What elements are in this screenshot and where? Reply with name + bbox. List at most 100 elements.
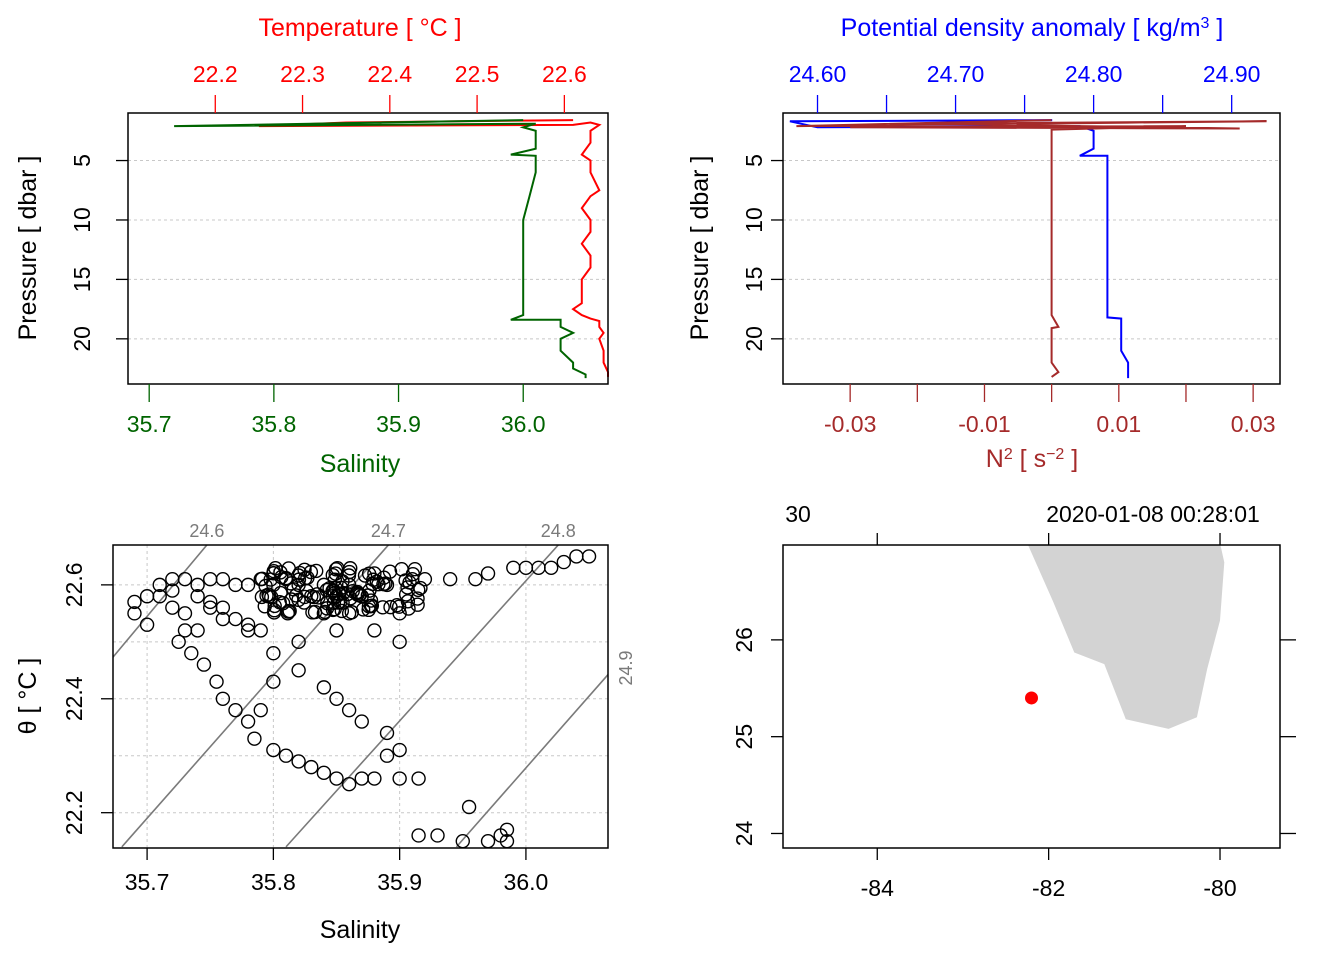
ts-x-tick-label-3: 36.0 [504, 869, 549, 895]
ts-point-83 [203, 600, 218, 615]
ts-dense-point-116 [328, 580, 343, 596]
ts-point-40 [392, 634, 407, 650]
ts-point-79 [291, 663, 306, 678]
pressure-axis-title-2: Pressure [ dbar ] [686, 156, 714, 341]
ts-dense-point-114 [307, 604, 323, 620]
isopycnal-line-3 [455, 673, 608, 848]
isopycnal-label-3: 24.9 [616, 650, 636, 685]
profile-ts-series-temperature [258, 119, 609, 377]
ts-dense-point-76 [284, 592, 299, 607]
density-axis-title-main: Potential density anomaly [ kg/m [841, 14, 1201, 42]
station-map-panel: -84 -82 -80 24 25 26 30 2020-01-08 00:28:01 [731, 501, 1296, 901]
profile-density-lines [789, 119, 1267, 379]
ts-point-94 [499, 822, 515, 837]
ts-point-70 [392, 771, 407, 786]
ts-point-20 [240, 577, 256, 593]
ts-point-23 [253, 623, 268, 638]
ts-point-66 [329, 771, 344, 786]
ts-point-51 [569, 549, 584, 564]
isopycnal-line-2 [285, 545, 560, 848]
ts-point-65 [316, 765, 332, 781]
density-tick-label-3: 24.90 [1203, 61, 1261, 87]
map-x-tick-label-0: -84 [861, 875, 894, 901]
temperature-tick-label-3: 22.5 [455, 61, 500, 87]
ts-dense-point-89 [357, 568, 373, 583]
isopycnal-line-1 [121, 545, 390, 848]
ts-point-91 [480, 833, 496, 849]
ts-dense-point-74 [266, 566, 281, 581]
ts-point-1 [127, 606, 142, 621]
profile-density-series-density [789, 119, 1130, 379]
density-axis-title-end: ] [1209, 14, 1223, 42]
profile-ts-series-salinity [174, 119, 587, 379]
profile-ts-ticks: 22.2 22.3 22.4 22.5 22.6 35.7 35.8 35.9 36.0 5 10 1… [69, 61, 587, 437]
n2-tick-label-3: 0.03 [1231, 411, 1276, 437]
pressure-axis-title: Pressure [ dbar ] [14, 156, 42, 341]
ts-diagram-ticks: 24.6 24.7 24.8 24.9 35.7 35.8 35.9 36.0 22.2 22.4… [61, 521, 636, 895]
n2-tick-label-1: -0.01 [958, 411, 1010, 437]
ts-x-tick-label-0: 35.7 [125, 869, 170, 895]
temperature-tick-label-0: 22.2 [193, 61, 238, 87]
ts-dense-point-95 [398, 573, 413, 588]
ts-point-44 [468, 571, 483, 587]
ts-point-9 [177, 571, 193, 587]
ts-dense-point-103 [259, 588, 274, 603]
ts-dense-point-105 [291, 572, 307, 587]
ts-point-12 [190, 577, 205, 593]
ts-x-tick-label-1: 35.8 [251, 869, 296, 895]
ts-point-78 [316, 680, 332, 695]
ts-point-58 [228, 702, 243, 718]
ts-dense-point-109 [310, 587, 325, 602]
ts-point-5 [152, 589, 167, 604]
isopycnal-label-2: 24.8 [541, 521, 576, 541]
ts-point-71 [411, 771, 426, 786]
ts-point-10 [177, 606, 193, 621]
pressure2-tick-label-0: 5 [741, 154, 767, 167]
ts-dense-point-106 [303, 564, 319, 580]
ts-point-72 [379, 748, 395, 763]
ts-point-37 [367, 623, 382, 638]
ts-point-43 [442, 571, 458, 587]
salinity-axis-title: Salinity [320, 450, 401, 478]
n2-tick-label-0: -0.03 [824, 411, 876, 437]
pressure-tick-label-3: 20 [69, 326, 95, 352]
ts-point-8 [165, 600, 180, 615]
ts-dense-point-92 [360, 588, 376, 603]
ts-point-19 [228, 611, 243, 627]
ts-dense-point-110 [400, 580, 415, 595]
ts-dense-point-104 [283, 576, 299, 591]
ts-dense-point-13 [410, 597, 425, 612]
temperature-tick-label-4: 22.6 [542, 61, 587, 87]
ts-point-21 [240, 617, 256, 632]
n2-tick-label-2: 0.01 [1096, 411, 1141, 437]
ts-point-54 [184, 646, 199, 661]
ts-point-61 [266, 742, 281, 758]
salinity-tick-label-1: 35.8 [251, 411, 296, 437]
ts-dense-point-71 [308, 563, 324, 579]
ts-dense-point-107 [351, 588, 367, 603]
density-tick-label-2: 24.80 [1065, 61, 1123, 87]
ts-point-60 [247, 731, 262, 746]
map-x-tick-label-1: -82 [1032, 875, 1065, 901]
isopycnal-line-0 [113, 545, 208, 659]
ts-diagram-frame [112, 544, 609, 849]
ts-point-45 [480, 566, 496, 581]
ts-x-tick-label-2: 35.9 [377, 869, 422, 895]
ts-theta-axis-title: θ [ °C ] [14, 658, 42, 735]
ts-dense-point-65 [280, 606, 295, 621]
salinity-tick-label-3: 36.0 [501, 411, 546, 437]
profile-density-series-n2 [796, 119, 1267, 378]
temperature-tick-label-2: 22.4 [367, 61, 412, 87]
ts-point-27 [291, 634, 306, 650]
ts-point-87 [461, 799, 477, 815]
ts-dense-point-117 [401, 601, 416, 616]
pressure2-tick-label-1: 10 [741, 207, 767, 233]
temperature-tick-label-1: 22.3 [280, 61, 325, 87]
density-tick-label-0: 24.60 [789, 61, 847, 87]
map-land-polygon [1028, 545, 1225, 729]
ts-theta-symbol: θ [14, 720, 42, 734]
ts-y-tick-label-2: 22.6 [61, 562, 87, 607]
pressure-tick-label-2: 15 [69, 267, 95, 293]
ts-diagram-points [127, 549, 597, 849]
